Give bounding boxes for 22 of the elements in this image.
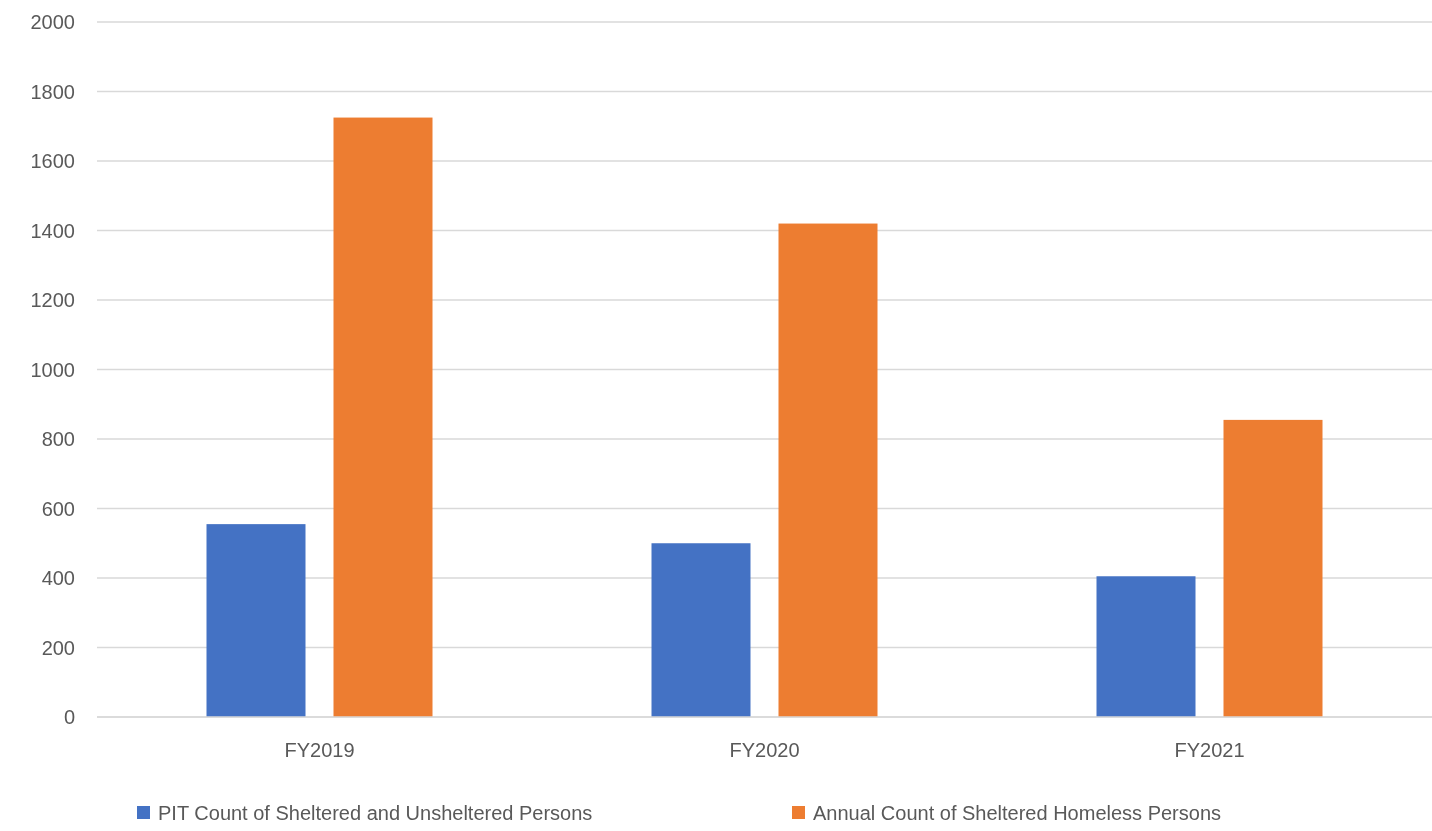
bar: [651, 543, 751, 717]
x-tick-label: FY2021: [1174, 739, 1245, 761]
x-tick-label: FY2020: [729, 739, 800, 761]
bar: [1223, 419, 1323, 717]
legend-label: Annual Count of Sheltered Homeless Persons: [813, 802, 1222, 824]
y-tick-label: 1400: [30, 219, 75, 242]
y-tick-label: 0: [63, 706, 75, 728]
y-tick-label: 600: [41, 497, 75, 520]
y-tick-label: 1600: [30, 150, 75, 172]
y-tick-label: 1000: [30, 358, 75, 381]
bar: [206, 524, 306, 717]
bar: [778, 223, 878, 717]
y-tick-label: 200: [41, 636, 75, 659]
bar: [1096, 576, 1196, 717]
y-tick-label: 400: [41, 567, 75, 589]
legend-label: PIT Count of Sheltered and Unsheltered Persons: [158, 802, 593, 824]
x-tick-label: FY2019: [284, 739, 355, 761]
y-tick-label: 1200: [30, 289, 75, 311]
bar: [333, 117, 433, 717]
y-tick-label: 1800: [30, 80, 75, 103]
y-tick-label: 2000: [30, 11, 75, 33]
y-tick-label: 800: [41, 428, 75, 450]
